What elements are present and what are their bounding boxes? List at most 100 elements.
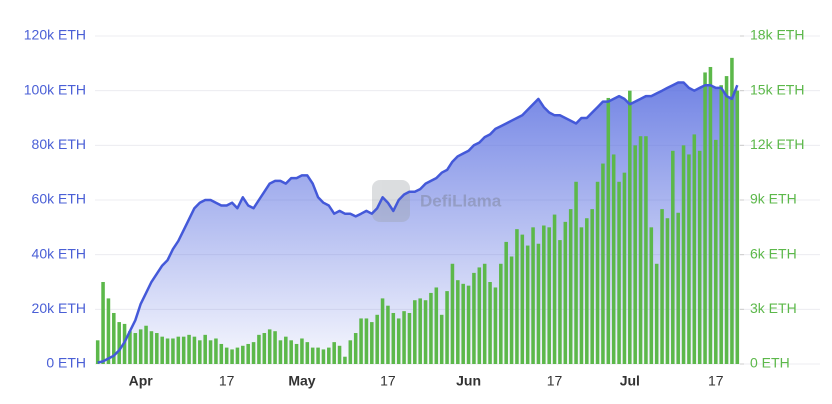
bar xyxy=(171,338,175,364)
bar xyxy=(708,66,713,364)
bar xyxy=(192,336,197,364)
bar xyxy=(224,347,229,364)
bar xyxy=(456,280,460,364)
bar xyxy=(251,342,256,364)
bar xyxy=(574,181,578,364)
bar xyxy=(585,218,589,364)
line-layer xyxy=(97,81,739,364)
watermark: DefiLlama xyxy=(372,180,502,222)
bar xyxy=(671,150,675,364)
bar xyxy=(235,347,240,364)
bar xyxy=(391,312,396,364)
bar xyxy=(493,287,498,364)
bar xyxy=(316,347,320,364)
bar xyxy=(267,329,272,364)
bar xyxy=(633,145,637,364)
bar xyxy=(703,72,707,364)
x-tick-label: 17 xyxy=(708,373,724,389)
bar xyxy=(305,342,310,364)
bar xyxy=(504,241,508,364)
bar xyxy=(353,333,358,364)
bar xyxy=(165,338,170,364)
bar xyxy=(482,263,487,364)
bar xyxy=(595,181,600,364)
bar xyxy=(687,154,691,364)
bar xyxy=(601,163,605,364)
bar xyxy=(348,340,353,364)
bar xyxy=(176,336,181,364)
bar xyxy=(418,298,422,364)
bar xyxy=(327,347,331,364)
x-tick-label: 17 xyxy=(380,373,396,389)
bar xyxy=(187,334,191,364)
y-tick-label: 60k ETH xyxy=(32,191,86,207)
bar xyxy=(95,340,100,364)
bar xyxy=(273,331,277,364)
bar xyxy=(730,57,734,364)
y2-tick-label: 18k ETH xyxy=(750,27,804,43)
x-tick-label: Jul xyxy=(620,373,640,389)
bar xyxy=(606,97,611,364)
bar xyxy=(692,134,697,364)
y2-tick-label: 15k ETH xyxy=(750,81,804,97)
bar xyxy=(407,312,412,364)
bar xyxy=(160,336,164,364)
bar xyxy=(343,356,347,364)
bar xyxy=(214,338,218,364)
y2-tick-label: 3k ETH xyxy=(750,300,797,316)
bar xyxy=(611,154,616,364)
bar xyxy=(719,85,723,364)
bar xyxy=(638,136,643,364)
bar-layer xyxy=(95,57,740,365)
x-tick-label: Apr xyxy=(129,373,154,389)
bar xyxy=(337,345,342,364)
bar xyxy=(117,322,121,364)
axes: 0 ETH 20k ETH 40k ETH 60k ETH 80k ETH 100k ET… xyxy=(24,27,805,389)
bar xyxy=(461,283,465,364)
bar xyxy=(681,145,686,364)
bar xyxy=(724,76,729,364)
bar xyxy=(714,139,718,364)
bar xyxy=(439,314,444,364)
bar xyxy=(542,225,546,364)
y2-tick-label: 9k ETH xyxy=(750,191,797,207)
bar xyxy=(665,218,670,364)
bar xyxy=(660,209,664,364)
y-tick-label: 20k ETH xyxy=(32,300,86,316)
bar xyxy=(128,331,132,364)
bar xyxy=(106,298,111,364)
bar xyxy=(547,227,551,364)
bar xyxy=(138,329,143,364)
y-tick-label: 0 ETH xyxy=(46,355,86,371)
bar xyxy=(536,243,541,364)
bar xyxy=(466,285,471,364)
bar xyxy=(257,334,261,364)
y-tick-label: 120k ETH xyxy=(24,27,86,43)
bar xyxy=(321,349,326,364)
bar xyxy=(531,227,535,364)
x-tick-label: 17 xyxy=(219,373,235,389)
bar xyxy=(520,234,525,364)
bar xyxy=(144,325,148,364)
bar xyxy=(617,181,621,364)
y2-tick-label: 12k ETH xyxy=(750,136,804,152)
y-tick-label: 40k ETH xyxy=(32,245,86,261)
y-tick-label: 100k ETH xyxy=(24,81,86,97)
bar xyxy=(219,343,224,364)
bar xyxy=(676,212,680,364)
bar xyxy=(300,338,304,364)
bar xyxy=(735,90,740,365)
bar xyxy=(649,227,654,364)
bar xyxy=(525,245,530,364)
bar xyxy=(622,172,627,364)
bar xyxy=(246,343,250,364)
bar xyxy=(310,347,315,364)
bar xyxy=(423,300,428,364)
bar xyxy=(294,343,299,364)
bar xyxy=(488,282,492,364)
bar xyxy=(203,334,207,364)
y2-tick-label: 6k ETH xyxy=(750,245,797,261)
bar xyxy=(380,298,385,364)
bar xyxy=(284,336,288,364)
